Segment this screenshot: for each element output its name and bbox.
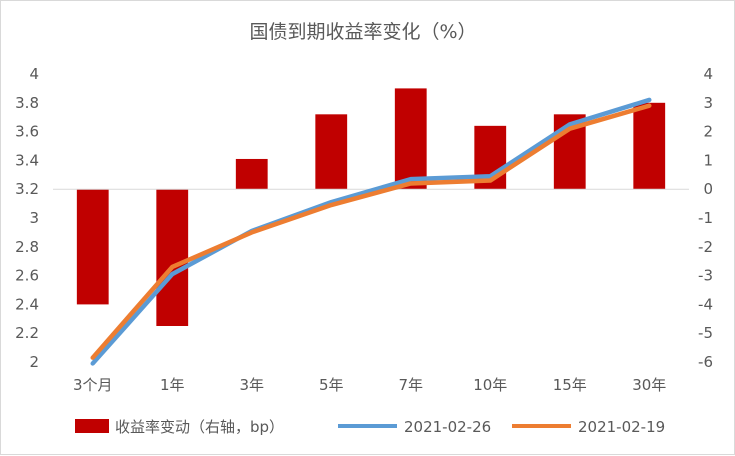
line-series	[90, 97, 652, 366]
right-tick-label: 3	[703, 94, 713, 112]
x-tick-label: 3个月	[73, 376, 113, 394]
right-axis: -6 -5 -4 -3 -2 -1 0 1 2 3 4	[698, 65, 713, 371]
left-axis: 2 2.2 2.4 2.6 2.8 3 3.2 3.4 3.6 3.8 4	[15, 65, 39, 371]
left-tick-label: 3	[29, 209, 39, 227]
bar-yield-change	[315, 114, 348, 190]
x-axis: 3个月 1年 3年 5年 7年 10年 15年 30年	[73, 376, 666, 394]
right-tick-label: -3	[698, 267, 713, 285]
bar-yield-change	[156, 189, 189, 326]
legend-swatch-bar	[75, 419, 109, 433]
legend-label-line-0226: 2021-02-26	[404, 418, 491, 436]
bar-yield-change	[235, 158, 268, 190]
left-tick-label: 2.4	[15, 295, 39, 313]
right-tick-label: 4	[703, 65, 713, 83]
left-tick-label: 2	[29, 353, 39, 371]
bar-yield-change	[76, 189, 109, 305]
legend-label-line-0219: 2021-02-19	[578, 418, 665, 436]
right-tick-label: -2	[698, 238, 713, 256]
left-tick-label: 3.4	[15, 151, 39, 169]
bar-yield-change	[394, 88, 427, 190]
legend: 收益率变动（右轴，bp） 2021-02-26 2021-02-19	[75, 418, 665, 436]
x-tick-label: 7年	[398, 376, 423, 394]
right-tick-label: -6	[698, 353, 713, 371]
left-tick-label: 2.2	[15, 324, 39, 342]
left-tick-label: 3.8	[15, 94, 39, 112]
x-tick-label: 5年	[319, 376, 344, 394]
right-tick-label: 1	[703, 151, 713, 169]
legend-label-bar: 收益率变动（右轴，bp）	[115, 418, 284, 436]
right-tick-label: -1	[698, 209, 713, 227]
x-tick-label: 1年	[160, 376, 185, 394]
chart-title: 国债到期收益率变化（%）	[249, 21, 476, 43]
x-tick-label: 3年	[239, 376, 264, 394]
x-tick-label: 10年	[473, 376, 507, 394]
x-tick-label: 30年	[632, 376, 666, 394]
line-2021-02-19	[90, 103, 652, 360]
bar-yield-change	[633, 102, 666, 190]
right-tick-label: -5	[698, 324, 713, 342]
line-2021-02-26	[90, 97, 652, 366]
right-tick-label: 0	[703, 180, 713, 198]
right-tick-label: -4	[698, 295, 713, 313]
left-tick-label: 3.6	[15, 123, 39, 141]
bar-series	[76, 88, 666, 326]
left-tick-label: 4	[29, 65, 39, 83]
left-tick-label: 3.2	[15, 180, 39, 198]
left-tick-label: 2.8	[15, 238, 39, 256]
right-tick-label: 2	[703, 123, 713, 141]
x-tick-label: 15年	[553, 376, 587, 394]
left-tick-label: 2.6	[15, 267, 39, 285]
